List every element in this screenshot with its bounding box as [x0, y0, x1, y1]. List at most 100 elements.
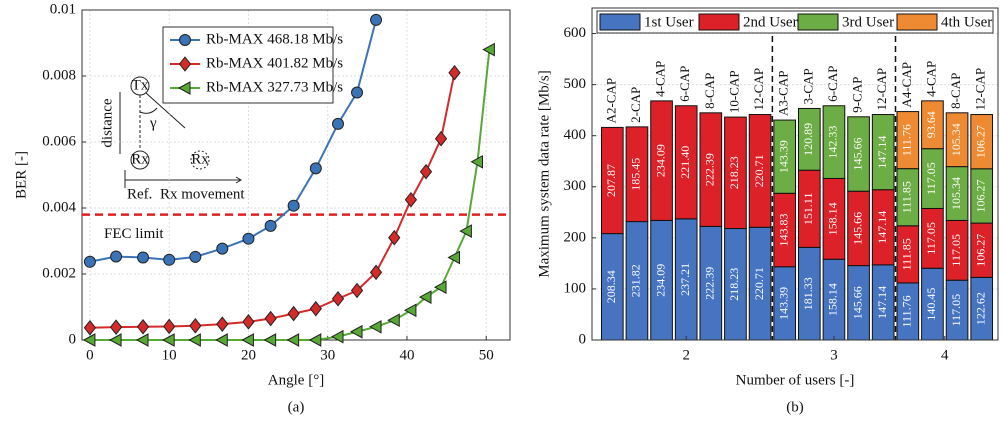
bar-value-label: 111.85: [900, 238, 914, 270]
bar-segment: [871, 114, 895, 191]
bar-segment: [847, 116, 870, 192]
bar-value-label: 237.21: [678, 263, 692, 296]
legend-label: Rb-MAX 468.18 Mb/s: [206, 31, 343, 47]
marker: [264, 219, 277, 232]
bar-segment: [748, 114, 772, 228]
bar-segment: [896, 111, 920, 170]
marker: [351, 86, 364, 99]
bar-value-label: 220.71: [752, 267, 766, 300]
bar-category-label: 12-CAP: [751, 68, 766, 111]
inset-label: γ: [149, 115, 157, 131]
bar-category-label: A4-CAP: [899, 62, 914, 108]
y-tick-label: 100: [564, 280, 587, 296]
marker: [434, 130, 448, 147]
marker: [470, 154, 484, 169]
bar-category-label: 2-CAP: [628, 87, 643, 123]
marker: [331, 290, 345, 307]
bar-segment: [674, 105, 698, 220]
marker: [388, 229, 401, 246]
marker: [369, 264, 383, 281]
marker: [330, 329, 344, 344]
bar-category-label: 8-CAP: [702, 73, 717, 109]
marker: [189, 250, 202, 263]
bar-value-label: 143.39: [776, 140, 790, 173]
bar-value-label: 122.62: [973, 292, 987, 325]
bar-category-label: 4-CAP: [923, 61, 938, 97]
legend-label: 2nd User: [743, 14, 798, 30]
bar-value-label: 181.33: [801, 277, 815, 310]
bar-value-label: 218.23: [727, 268, 741, 301]
marker: [369, 319, 382, 334]
y-axis-label: BER [-]: [13, 151, 29, 199]
x-tick-label: 2: [682, 347, 690, 363]
marker: [242, 232, 255, 245]
bar-value-label: 111.85: [900, 181, 914, 213]
bar-segment: [945, 112, 969, 168]
inset-label: Rx: [191, 151, 209, 167]
inset-label: Rx movement: [160, 186, 245, 202]
marker: [418, 290, 432, 304]
bar-value-label: 142.33: [826, 126, 840, 159]
marker: [350, 282, 364, 299]
bar-value-label: 151.11: [801, 193, 815, 226]
bar-value-label: 117.05: [949, 234, 963, 267]
legend-label: 4th User: [941, 14, 992, 30]
bar-category-label: 6-CAP: [825, 66, 840, 102]
bar-value-label: 117.05: [949, 294, 963, 327]
bar-value-label: 145.66: [850, 212, 864, 245]
marker: [110, 250, 123, 263]
bar-value-label: 207.87: [604, 164, 618, 197]
bar-value-label: 111.76: [900, 124, 914, 156]
legend-box: [596, 10, 994, 34]
bar-value-label: 140.45: [924, 288, 938, 321]
x-tick-label: 20: [241, 347, 256, 363]
bar-segment: [650, 100, 673, 221]
bar-value-label: 234.09: [653, 264, 667, 297]
marker: [403, 303, 417, 318]
marker: [332, 117, 345, 130]
angle-line: [145, 92, 186, 129]
bar-value-label: 147.14: [875, 136, 889, 169]
marker: [286, 333, 300, 347]
bar-value-label: 147.14: [875, 286, 889, 319]
legend-marker: [177, 81, 191, 95]
legend-swatch: [698, 13, 740, 31]
rx-circle: [130, 150, 150, 170]
y-tick-label: 0: [69, 331, 77, 347]
bar-segment: [699, 112, 723, 227]
y-tick-label: 300: [564, 178, 587, 194]
bar-category-label: 4-CAP: [653, 61, 668, 97]
legend-swatch: [896, 13, 938, 31]
bar-value-label: 158.14: [826, 202, 840, 235]
x-tick-label: 0: [86, 347, 94, 363]
marker: [309, 162, 322, 175]
bar-category-label: A3-CAP: [776, 71, 791, 117]
bar-value-label: 106.27: [973, 125, 987, 158]
y-tick-label: 400: [564, 127, 587, 143]
marker: [287, 305, 300, 322]
bar-category-label: A2-CAP: [603, 78, 618, 124]
x-axis-label: Angle [°]: [268, 372, 324, 388]
bar-value-label: 231.82: [629, 264, 643, 297]
bar-value-label: 117.05: [924, 162, 938, 195]
x-tick-label: 50: [479, 347, 494, 363]
marker: [287, 199, 300, 212]
y-tick-label: 0.01: [50, 1, 76, 17]
caption: (b): [786, 399, 804, 415]
marker: [189, 318, 202, 334]
inset-label: Rx: [131, 151, 149, 167]
marker: [109, 333, 122, 347]
threshold-label: FEC limit: [104, 226, 164, 242]
arrow-head: [235, 176, 242, 184]
y-tick-label: 0.006: [42, 133, 76, 149]
marker: [264, 310, 277, 327]
marker: [215, 333, 228, 347]
bar-value-label: 234.09: [653, 144, 667, 177]
bar-value-label: 221.40: [678, 146, 692, 179]
bar-value-label: 106.27: [973, 179, 987, 212]
bar-segment: [773, 119, 797, 194]
bar-value-label: 120.89: [801, 123, 815, 156]
legend-marker: [178, 56, 192, 72]
marker: [459, 224, 472, 238]
